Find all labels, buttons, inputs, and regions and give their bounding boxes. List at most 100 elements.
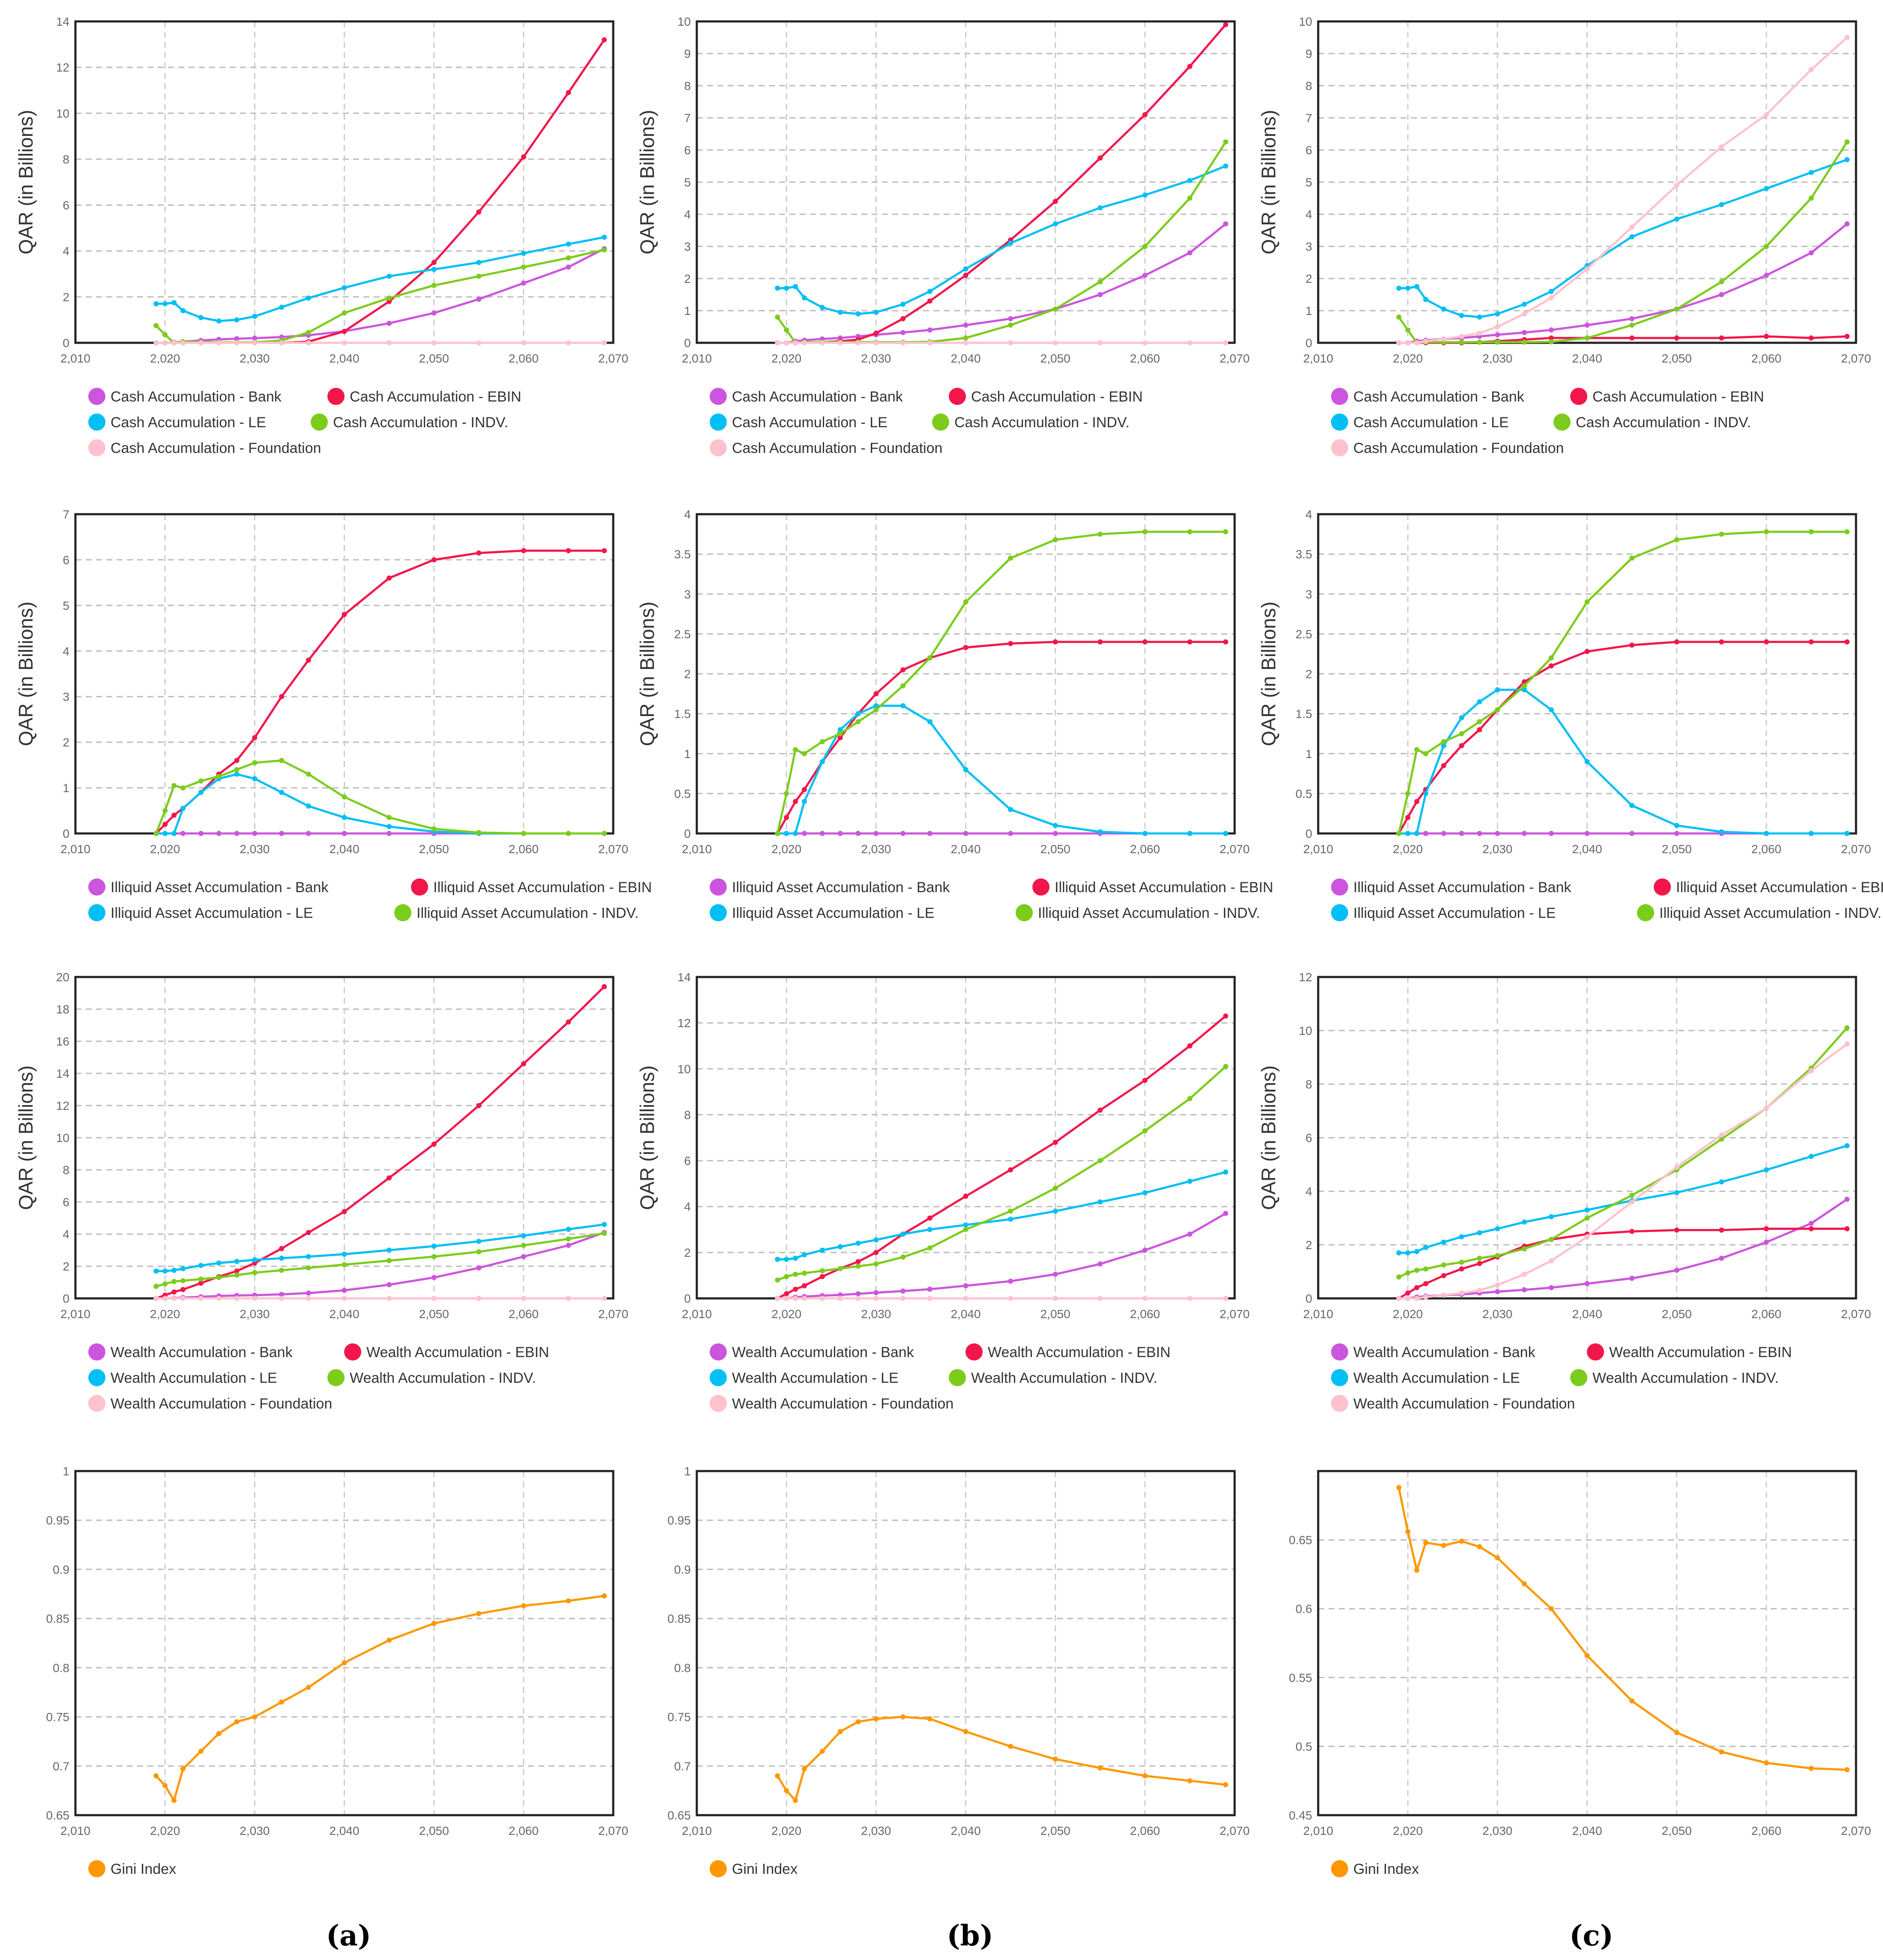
data-point xyxy=(342,285,347,291)
legend-item[interactable]: Cash Accumulation - Foundation xyxy=(1331,439,1564,456)
data-point xyxy=(775,1277,780,1283)
legend-item[interactable]: Wealth Accumulation - INDV. xyxy=(327,1369,536,1386)
legend-item[interactable]: Illiquid Asset Accumulation - LE xyxy=(88,904,313,921)
legend-swatch-icon xyxy=(1331,1343,1348,1361)
legend-swatch-icon xyxy=(394,904,411,921)
legend-item[interactable]: Cash Accumulation - INDV. xyxy=(932,414,1130,431)
legend-item[interactable]: Illiquid Asset Accumulation - LE xyxy=(1331,904,1556,921)
legend-item[interactable]: Wealth Accumulation - EBIN xyxy=(965,1343,1170,1361)
chart-panel-4: 0 0.5 1 1.5 2 2.5 3 3.5 4 2,010 2,020 2,030 2,040 2,0… xyxy=(636,508,1273,921)
legend-item[interactable]: Wealth Accumulation - Foundation xyxy=(710,1395,953,1412)
y-tick-label: 6 xyxy=(63,553,69,566)
legend-item[interactable]: Wealth Accumulation - Foundation xyxy=(88,1395,332,1412)
legend-item[interactable]: Cash Accumulation - EBIN xyxy=(327,388,522,405)
x-tick-label: 2,030 xyxy=(1482,1307,1512,1321)
legend-item[interactable]: Illiquid Asset Accumulation - EBIN xyxy=(1032,878,1273,896)
legend-label: Wealth Accumulation - Bank xyxy=(1353,1344,1536,1361)
data-point xyxy=(1008,1167,1013,1172)
legend-item[interactable]: Wealth Accumulation - Bank xyxy=(88,1343,293,1361)
legend-label: Gini Index xyxy=(1353,1861,1419,1877)
data-point xyxy=(387,815,392,820)
x-tick-label: 2,030 xyxy=(1482,1824,1512,1837)
legend-item[interactable]: Cash Accumulation - INDV. xyxy=(1553,414,1751,431)
legend-item[interactable]: Illiquid Asset Accumulation - EBIN xyxy=(1654,878,1883,896)
data-point xyxy=(234,831,240,836)
y-tick-label: 0.45 xyxy=(1289,1809,1313,1822)
data-point xyxy=(521,1603,526,1609)
legend-item[interactable]: Illiquid Asset Accumulation - LE xyxy=(710,904,934,921)
data-point xyxy=(306,831,311,836)
legend-item[interactable]: Cash Accumulation - Bank xyxy=(1331,388,1525,405)
legend-swatch-icon xyxy=(1331,1369,1348,1386)
y-tick-label: 3 xyxy=(63,690,69,704)
data-point xyxy=(927,655,933,661)
data-point xyxy=(1584,1215,1590,1221)
data-point xyxy=(1477,339,1482,345)
legend-item[interactable]: Cash Accumulation - Foundation xyxy=(88,439,321,456)
y-tick-label: 0 xyxy=(684,336,691,350)
data-point xyxy=(1187,178,1193,183)
legend-item[interactable]: Wealth Accumulation - LE xyxy=(710,1369,899,1386)
data-point xyxy=(1423,1245,1428,1250)
legend-item[interactable]: Wealth Accumulation - INDV. xyxy=(1570,1369,1779,1386)
legend-swatch-icon xyxy=(710,904,727,921)
legend-item[interactable]: Wealth Accumulation - EBIN xyxy=(344,1343,549,1361)
data-point xyxy=(1844,334,1850,339)
legend-item[interactable]: Wealth Accumulation - Bank xyxy=(710,1343,915,1361)
data-point xyxy=(521,280,526,286)
legend-swatch-icon xyxy=(88,878,105,896)
legend-item[interactable]: Illiquid Asset Accumulation - INDV. xyxy=(1016,904,1260,921)
data-point xyxy=(1477,719,1482,725)
legend-item[interactable]: Wealth Accumulation - EBIN xyxy=(1587,1343,1792,1361)
legend-item[interactable]: Wealth Accumulation - Bank xyxy=(1331,1343,1536,1361)
legend-item[interactable]: Cash Accumulation - EBIN xyxy=(1570,388,1764,405)
legend-item[interactable]: Gini Index xyxy=(88,1860,176,1877)
data-point xyxy=(1441,743,1446,749)
data-point xyxy=(252,776,258,782)
legend-item[interactable]: Cash Accumulation - Foundation xyxy=(710,439,942,456)
legend-item[interactable]: Illiquid Asset Accumulation - EBIN xyxy=(411,878,652,896)
legend-item[interactable]: Illiquid Asset Accumulation - Bank xyxy=(1331,878,1571,896)
series-gini-index xyxy=(1396,1485,1850,1773)
legend-item[interactable]: Illiquid Asset Accumulation - Bank xyxy=(710,878,950,896)
data-point xyxy=(1441,1273,1446,1278)
data-point xyxy=(1522,1581,1527,1587)
legend-item[interactable]: Cash Accumulation - LE xyxy=(1331,414,1509,431)
legend-item[interactable]: Cash Accumulation - INDV. xyxy=(311,414,508,431)
data-point xyxy=(387,1258,392,1263)
legend-item[interactable]: Illiquid Asset Accumulation - Bank xyxy=(88,878,329,896)
data-point xyxy=(1763,1226,1769,1232)
legend-item[interactable]: Wealth Accumulation - LE xyxy=(88,1369,277,1386)
data-point xyxy=(234,1296,240,1301)
data-point xyxy=(1719,1132,1724,1138)
plot-frame xyxy=(1317,1470,1857,1816)
legend-item[interactable]: Cash Accumulation - EBIN xyxy=(949,388,1143,405)
legend-item[interactable]: Wealth Accumulation - INDV. xyxy=(949,1369,1157,1386)
data-point xyxy=(234,1259,240,1264)
data-point xyxy=(602,1296,607,1301)
legend-item[interactable]: Gini Index xyxy=(1331,1860,1419,1877)
legend-swatch-icon xyxy=(88,414,105,431)
data-point xyxy=(171,812,177,818)
x-tick-label: 2,060 xyxy=(1751,1307,1781,1321)
legend-item[interactable]: Cash Accumulation - LE xyxy=(710,414,888,431)
data-point xyxy=(476,273,482,279)
data-point xyxy=(1223,139,1229,145)
legend-item[interactable]: Cash Accumulation - LE xyxy=(88,414,266,431)
legend-item[interactable]: Cash Accumulation - Bank xyxy=(710,388,903,405)
legend-item[interactable]: Wealth Accumulation - LE xyxy=(1331,1369,1520,1386)
data-point xyxy=(900,1714,906,1720)
legend-item[interactable]: Illiquid Asset Accumulation - INDV. xyxy=(1637,904,1881,921)
legend-swatch-icon xyxy=(1570,388,1587,405)
data-point xyxy=(1719,279,1724,285)
data-point xyxy=(198,831,204,836)
series-cash-accumulation-foundation xyxy=(775,340,1229,345)
legend-item[interactable]: Cash Accumulation - Bank xyxy=(88,388,282,405)
legend-item[interactable]: Wealth Accumulation - Foundation xyxy=(1331,1395,1575,1412)
legend-item[interactable]: Gini Index xyxy=(710,1860,798,1877)
data-point xyxy=(837,727,843,732)
legend-item[interactable]: Illiquid Asset Accumulation - INDV. xyxy=(394,904,639,921)
data-point xyxy=(162,332,168,338)
y-tick-label: 6 xyxy=(63,199,69,212)
data-point xyxy=(802,1766,807,1772)
